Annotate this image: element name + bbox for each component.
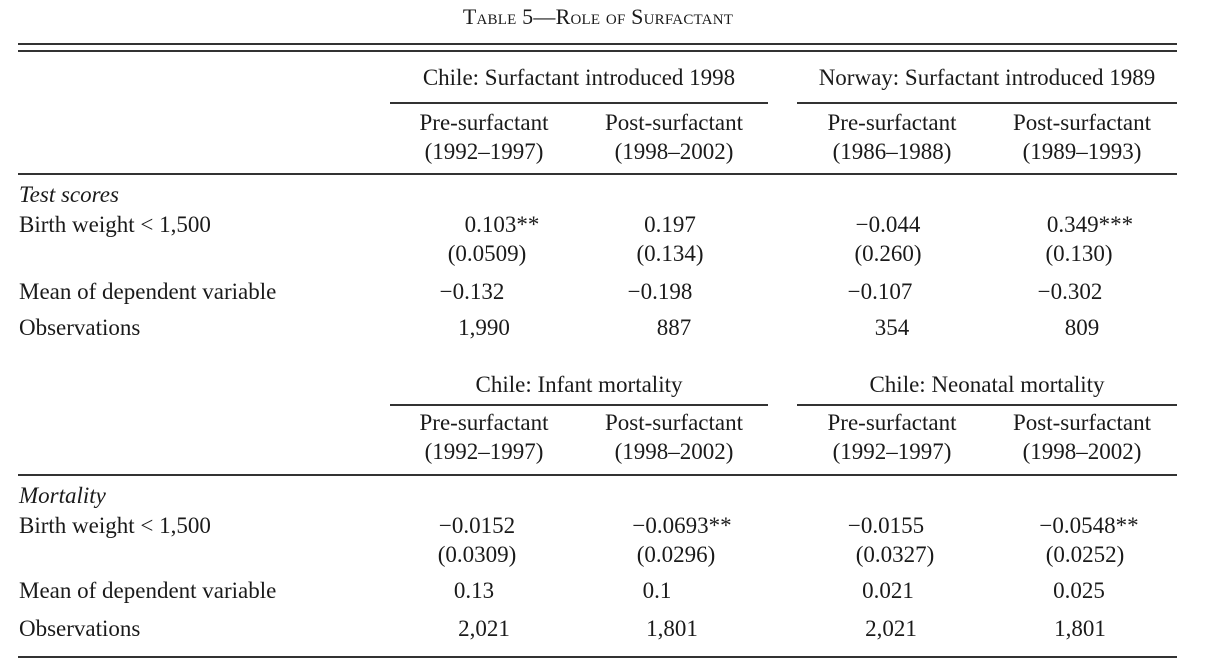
col-years-b4: (1998–2002) [1022,439,1142,464]
cell-b-r3-c1: 2,021 [458,616,510,641]
group-title-chile-surfactant: Chile: Surfactant introduced 1998 [422,65,736,90]
group-title-chile-neonatal: Chile: Neonatal mortality [869,372,1105,397]
cell-b-r1-c2: −0.0693** [632,513,732,538]
col-years-a1: (1992–1997) [424,139,544,164]
cell-a-r3-c1: 1,990 [458,315,510,340]
col-head-b3: Pre-surfactant [827,410,957,435]
group-rule-infant [390,404,768,406]
row-label-birthweight-a: Birth weight < 1,500 [19,212,211,237]
cell-b-r2-c4: 0.025 [1053,578,1105,603]
row-label-observations-a: Observations [19,315,141,340]
col-head-b2: Post-surfactant [605,410,743,435]
cell-b-r2-c2: 0.1 [642,578,672,603]
col-head-a2: Post-surfactant [605,110,743,135]
row-label-mean-a: Mean of dependent variable [19,279,277,304]
se-b-r1-c2: (0.0296) [636,542,716,567]
col-years-a4: (1989–1993) [1022,139,1142,164]
cell-a-r3-c4: 809 [1064,315,1100,340]
col-head-a4: Post-surfactant [1013,110,1151,135]
col-years-b2: (1998–2002) [614,439,734,464]
se-a-r1-c3: (0.260) [854,241,922,266]
section-test-scores: Test scores [19,182,119,207]
col-head-a3: Pre-surfactant [827,110,957,135]
cell-a-r3-c2: 887 [656,315,692,340]
top-rule-2 [18,50,1177,52]
cell-b-r1-c1: −0.0152 [438,513,516,538]
col-years-a2: (1998–2002) [614,139,734,164]
top-rule-1 [18,43,1177,45]
cell-b-r3-c4: 1,801 [1054,616,1106,641]
se-a-r1-c1: (0.0509) [447,241,527,266]
group-rule-chile [390,102,768,104]
panel-b-head-rule [18,474,1177,476]
col-years-b3: (1992–1997) [832,439,952,464]
se-b-r1-c3: (0.0327) [855,542,935,567]
se-a-r1-c2: (0.134) [636,241,704,266]
cell-a-r2-c4: −0.302 [1037,279,1103,304]
cell-b-r1-c3: −0.0155 [847,513,925,538]
cell-a-r1-c2: 0.197 [644,212,696,237]
col-head-b4: Post-surfactant [1013,410,1151,435]
group-title-norway-surfactant: Norway: Surfactant introduced 1989 [818,65,1156,90]
cell-b-r2-c3: 0.021 [862,578,914,603]
cell-a-r1-c1: 0.103** [464,212,540,237]
col-head-b1: Pre-surfactant [419,410,549,435]
cell-a-r2-c1: −0.132 [439,279,505,304]
group-rule-norway [797,102,1177,104]
panel-a-head-rule [18,173,1177,175]
row-label-mean-b: Mean of dependent variable [19,578,277,603]
cell-a-r1-c4: 0.349*** [1046,212,1134,237]
row-label-observations-b: Observations [19,616,141,641]
col-years-a3: (1986–1988) [832,139,952,164]
cell-b-r3-c3: 2,021 [865,616,917,641]
row-label-birthweight-b: Birth weight < 1,500 [19,513,211,538]
col-years-b1: (1992–1997) [424,439,544,464]
se-b-r1-c1: (0.0309) [437,542,517,567]
cell-a-r1-c3: −0.044 [855,212,921,237]
se-a-r1-c4: (0.130) [1045,241,1113,266]
caption-text: Table 5—Role of Surfactant [462,4,734,29]
se-b-r1-c4: (0.0252) [1045,542,1125,567]
cell-a-r2-c2: −0.198 [627,279,693,304]
cell-b-r1-c4: −0.0548** [1039,513,1139,538]
col-head-a1: Pre-surfactant [419,110,549,135]
group-title-chile-infant: Chile: Infant mortality [475,372,683,397]
bottom-rule [18,656,1177,658]
group-rule-neonatal [797,404,1177,406]
table-caption: Table 5—Role of Surfactant [0,4,1196,30]
section-mortality: Mortality [19,483,106,508]
cell-a-r2-c3: −0.107 [847,279,913,304]
cell-b-r2-c1: 0.13 [453,578,495,603]
cell-b-r3-c2: 1,801 [646,616,698,641]
cell-a-r3-c3: 354 [874,315,910,340]
